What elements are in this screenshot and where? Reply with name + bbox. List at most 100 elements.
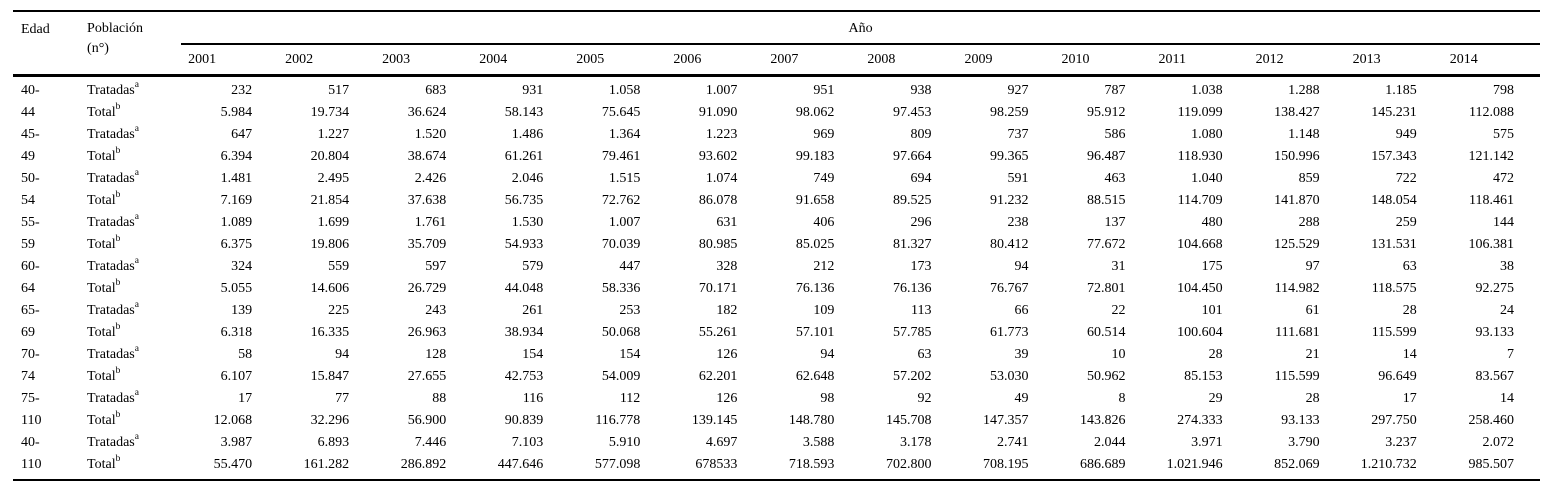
footnote-marker-b: b: [115, 454, 121, 465]
header-row-top: Edad Población (n°) Año: [13, 11, 1540, 77]
value-cell: 20.804: [310, 149, 350, 164]
value-cell: 54.009: [601, 369, 641, 384]
value-cell: 1.364: [608, 127, 641, 142]
value-cell: 56.900: [407, 413, 447, 428]
value-cell: 927: [1007, 83, 1029, 98]
row-label: Total: [87, 237, 116, 252]
year-header-2013: 2013: [1345, 44, 1443, 77]
value-cell: 14.606: [310, 281, 350, 296]
value-cell: 809: [910, 127, 932, 142]
value-cell: 24: [1500, 303, 1514, 318]
poblacion-header-line1: Población: [87, 21, 144, 36]
value-cell: 2.426: [414, 171, 447, 186]
value-cell: 131.531: [1371, 237, 1417, 252]
value-cell: 969: [813, 127, 835, 142]
value-cell: 26.729: [407, 281, 447, 296]
value-cell: 175: [1201, 259, 1223, 274]
year-header-2011: 2011: [1151, 44, 1249, 77]
value-cell: 154: [522, 347, 544, 362]
value-cell: 90.839: [504, 413, 544, 428]
year-header-2004: 2004: [472, 44, 570, 77]
value-cell: 1.223: [705, 127, 738, 142]
value-cell: 225: [328, 303, 350, 318]
value-cell: 472: [1493, 171, 1514, 186]
tratadas-row: 40- Tratadasa 232 517 683 931 1.058 1.007 951 938…: [13, 76, 1540, 103]
value-cell: 148.780: [788, 413, 835, 428]
poblacion-label-cell: Totalb: [85, 190, 181, 212]
value-cell: 94: [1014, 259, 1029, 274]
value-cell: 1.699: [317, 215, 350, 230]
value-cell: 57.785: [892, 325, 932, 340]
value-cell: 288: [1298, 215, 1320, 230]
value-cell: 38: [1500, 259, 1514, 274]
value-cell: 126: [716, 347, 738, 362]
value-cell: 144: [1493, 215, 1514, 230]
value-cell: 145.708: [885, 413, 932, 428]
row-label: Tratadas: [87, 215, 135, 230]
value-cell: 99.183: [795, 149, 835, 164]
value-cell: 28: [1208, 347, 1223, 362]
value-cell: 50.962: [1087, 369, 1126, 384]
footnote-marker-a: a: [134, 432, 139, 443]
year-header-2012: 2012: [1248, 44, 1346, 77]
value-cell: 10: [1111, 347, 1126, 362]
value-cell: 36.624: [407, 105, 447, 120]
value-cell: 161.282: [303, 457, 350, 472]
value-cell: 147.357: [983, 413, 1029, 428]
year-header-2010: 2010: [1054, 44, 1152, 77]
edad-column-header: Edad: [13, 11, 86, 77]
value-cell: 104.450: [1177, 281, 1223, 296]
value-cell: 96.487: [1087, 149, 1126, 164]
row-label: Total: [87, 193, 116, 208]
value-cell: 101: [1201, 303, 1223, 318]
years-header-row: 2001 2002 2003 2004 2005 2006 2007 2008 2009 2010…: [13, 44, 1540, 77]
value-cell: 12.068: [213, 413, 253, 428]
value-cell: 5.910: [608, 435, 641, 450]
value-cell: 83.567: [1475, 369, 1515, 384]
poblacion-label-cell: Tratadasa: [85, 300, 181, 322]
value-cell: 212: [813, 259, 835, 274]
edad-cell: 110: [21, 457, 42, 472]
poblacion-label-cell: Totalb: [85, 146, 181, 168]
value-cell: 79.461: [601, 149, 641, 164]
row-label: Tratadas: [87, 347, 135, 362]
value-cell: 63: [917, 347, 932, 362]
value-cell: 118.930: [1177, 149, 1223, 164]
value-cell: 75.645: [601, 105, 641, 120]
edad-cell: 50-: [21, 171, 40, 186]
value-cell: 76.136: [892, 281, 932, 296]
value-cell: 296: [910, 215, 932, 230]
value-cell: 631: [716, 215, 738, 230]
value-cell: 80.985: [698, 237, 738, 252]
value-cell: 17: [1402, 391, 1417, 406]
value-cell: 49: [1014, 391, 1029, 406]
footnote-marker-a: a: [134, 80, 139, 91]
value-cell: 93.133: [1475, 325, 1515, 340]
value-cell: 62.201: [698, 369, 738, 384]
poblacion-label-cell: Tratadasa: [85, 168, 181, 190]
value-cell: 16.335: [310, 325, 350, 340]
tratadas-row: 75- Tratadasa 17 77 88 116 112 126 98 92 49 8 29 28 17…: [13, 388, 1540, 410]
value-cell: 81.327: [892, 237, 932, 252]
value-cell: 6.893: [317, 435, 350, 450]
value-cell: 22: [1111, 303, 1126, 318]
value-cell: 61.773: [990, 325, 1029, 340]
value-cell: 96.649: [1378, 369, 1417, 384]
footnote-marker-b: b: [115, 410, 121, 421]
value-cell: 1.210.732: [1360, 457, 1417, 472]
value-cell: 702.800: [885, 457, 932, 472]
value-cell: 139: [231, 303, 253, 318]
value-cell: 63: [1402, 259, 1417, 274]
value-cell: 324: [231, 259, 253, 274]
value-cell: 1.515: [608, 171, 641, 186]
value-cell: 53.030: [990, 369, 1029, 384]
value-cell: 60.514: [1087, 325, 1126, 340]
value-cell: 109: [813, 303, 835, 318]
total-row: 59 Totalb 6.375 19.806 35.709 54.933 70.039 80.…: [13, 234, 1540, 256]
poblacion-label-cell: Totalb: [85, 366, 181, 388]
value-cell: 517: [328, 83, 350, 98]
poblacion-label-cell: Tratadasa: [85, 76, 181, 103]
year-header-2005: 2005: [569, 44, 667, 77]
year-header-2008: 2008: [860, 44, 958, 77]
value-cell: 1.185: [1385, 83, 1417, 98]
